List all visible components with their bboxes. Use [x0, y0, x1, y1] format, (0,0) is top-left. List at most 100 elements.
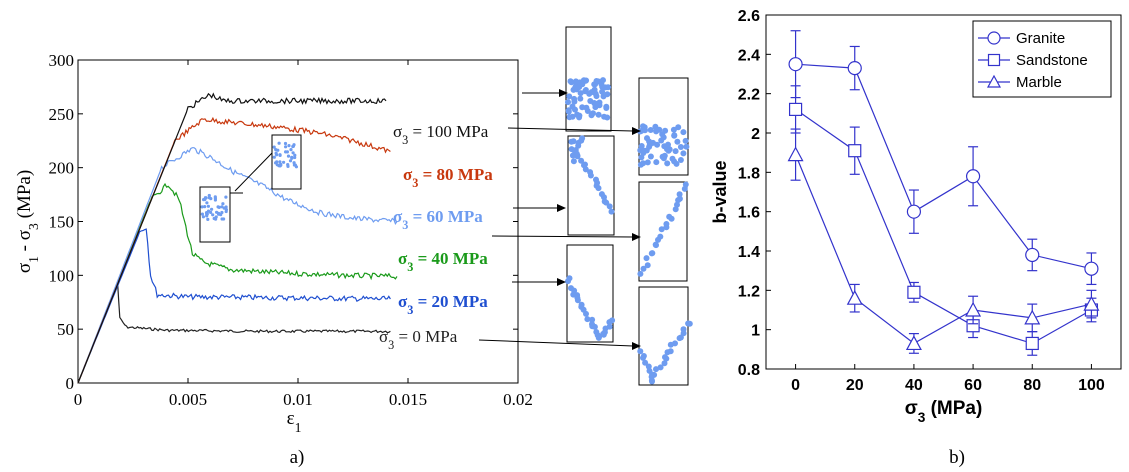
- panel-label-b: b): [949, 447, 965, 468]
- marble-marker: [965, 301, 982, 317]
- zoom-drop-40-point: [204, 211, 209, 215]
- zoom-peak-60-box: [271, 134, 302, 190]
- zoom-drop-40-point: [209, 210, 213, 214]
- inset-100mpa-point: [579, 81, 586, 88]
- y-tick-label: 2: [751, 126, 760, 143]
- inset-40mpa-point: [640, 265, 647, 272]
- inset-80mpa-point: [640, 160, 647, 167]
- inset-100mpa-point: [565, 108, 572, 115]
- y-tick-label: 2.6: [738, 8, 760, 25]
- inset-80mpa-point: [659, 131, 666, 138]
- inset-100mpa-point: [595, 111, 602, 118]
- inset-80mpa-point: [677, 157, 684, 163]
- arrow-60mpa-head: [557, 204, 566, 212]
- inset-100mpa-point: [566, 93, 573, 100]
- y-tick-label: 1.4: [738, 244, 760, 261]
- inset-100mpa-point: [604, 114, 611, 121]
- arrow-20mpa-head: [557, 278, 566, 286]
- y-tick-label: 1.6: [738, 205, 760, 222]
- inset-60mpa-point: [570, 158, 577, 165]
- sandstone-line: [795, 108, 1092, 345]
- x-axis-label: ε1: [287, 408, 302, 435]
- inset-100mpa-point: [572, 106, 578, 113]
- zoom-drop-40-point: [203, 205, 207, 209]
- arrow-40mpa-head: [632, 233, 641, 241]
- inset-0mpa-point: [657, 364, 664, 371]
- x-axis-label: σ3 (MPa): [905, 398, 983, 425]
- inset-60mpa-point: [587, 172, 594, 179]
- inset-0mpa-point: [680, 326, 687, 333]
- inset-80mpa-point: [646, 138, 653, 145]
- inset-40mpa-point: [657, 233, 664, 240]
- zoom-peak-60-point: [278, 160, 282, 164]
- zoom-peak-60-point: [288, 159, 293, 163]
- zoom-drop-40-point: [224, 195, 228, 199]
- arrow-0mpa: [478, 339, 634, 347]
- zoom-drop-40-point: [220, 205, 224, 209]
- x-tick-label: 0.01: [283, 390, 313, 409]
- inset-100mpa-point: [593, 78, 600, 84]
- zoom-drop-40-point: [224, 205, 228, 209]
- y-axis-label-group: σ1 - σ3 (MPa): [14, 170, 41, 273]
- granite-marker: [1025, 247, 1040, 263]
- inset-60mpa-point: [578, 157, 585, 164]
- zoom-peak-60-point: [282, 160, 286, 164]
- inset-100mpa-point: [567, 78, 574, 85]
- zoom-peak-60-point: [284, 145, 288, 149]
- inset-80mpa-point: [654, 141, 661, 148]
- marble-marker: [846, 289, 863, 305]
- zoom-drop-40-point: [206, 204, 210, 208]
- inset-100mpa-point: [571, 95, 578, 102]
- inset-80mpa-point: [644, 159, 651, 166]
- zoom-drop-40-point: [217, 211, 221, 215]
- granite-marker: [1084, 261, 1099, 276]
- inset-100mpa-point: [593, 93, 600, 100]
- zoom-peak-60-point: [289, 148, 293, 152]
- legend-label-granite: Granite: [1016, 30, 1065, 47]
- inset-80mpa-point: [680, 129, 687, 136]
- inset-100mpa-point: [599, 88, 606, 95]
- zoom-peak-60-point: [292, 161, 296, 165]
- arrow-80mpa: [507, 127, 634, 132]
- inset-0mpa-point: [642, 359, 649, 366]
- inset-80mpa-point: [680, 150, 687, 157]
- inset-100mpa-point: [590, 110, 596, 117]
- inset-40mpa-point: [658, 226, 665, 233]
- y-axis-label: σ1 - σ3 (MPa): [14, 170, 41, 273]
- marble-marker: [787, 146, 804, 162]
- y-tick-label: 250: [49, 105, 75, 124]
- inset-60mpa-point: [595, 185, 602, 192]
- series-line-40mpa: [77, 182, 398, 384]
- inset-80mpa-point: [640, 150, 647, 156]
- inset-0mpa-point: [653, 366, 659, 373]
- inset-80mpa-point: [653, 159, 660, 166]
- inset-40mpa-point: [666, 213, 673, 220]
- inset-100mpa-point: [593, 100, 600, 107]
- zoom-drop-40-point: [203, 196, 207, 200]
- inset-100mpa-point: [582, 87, 589, 93]
- inset-100mpa-point: [599, 83, 606, 90]
- x-tick-label: 20: [846, 377, 864, 394]
- inset-0mpa-point: [672, 340, 678, 347]
- y-tick-label: 0.8: [738, 362, 760, 379]
- arrow-100mpa-head: [559, 89, 568, 97]
- series-line-20mpa: [77, 228, 391, 384]
- inset-40mpa-point: [682, 181, 689, 188]
- y-tick-label: 100: [49, 266, 75, 285]
- zoom-peak-60-point: [274, 148, 278, 152]
- x-tick-label: 80: [1023, 377, 1041, 394]
- y-tick-label: 150: [49, 213, 75, 232]
- arrow-40mpa: [491, 235, 634, 238]
- zoom-drop-40-point: [221, 202, 225, 206]
- marble-line: [795, 154, 1092, 345]
- zoom-peak-60-point: [291, 151, 295, 155]
- y-tick-label: 1.8: [738, 165, 760, 182]
- inset-0mpa-point: [637, 348, 644, 355]
- curve-label-0mpa: σ3 = 0 MPa: [379, 327, 458, 352]
- zoom-drop-40-point: [205, 201, 209, 205]
- inset-100mpa-point: [569, 113, 576, 120]
- x-tick-label: 0.015: [389, 390, 427, 409]
- inset-100mpa-point: [577, 95, 584, 102]
- inset-60mpa-point: [582, 166, 589, 173]
- inset-0mpa-point: [667, 348, 674, 355]
